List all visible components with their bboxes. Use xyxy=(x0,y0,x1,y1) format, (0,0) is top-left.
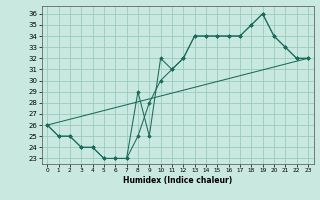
X-axis label: Humidex (Indice chaleur): Humidex (Indice chaleur) xyxy=(123,176,232,185)
